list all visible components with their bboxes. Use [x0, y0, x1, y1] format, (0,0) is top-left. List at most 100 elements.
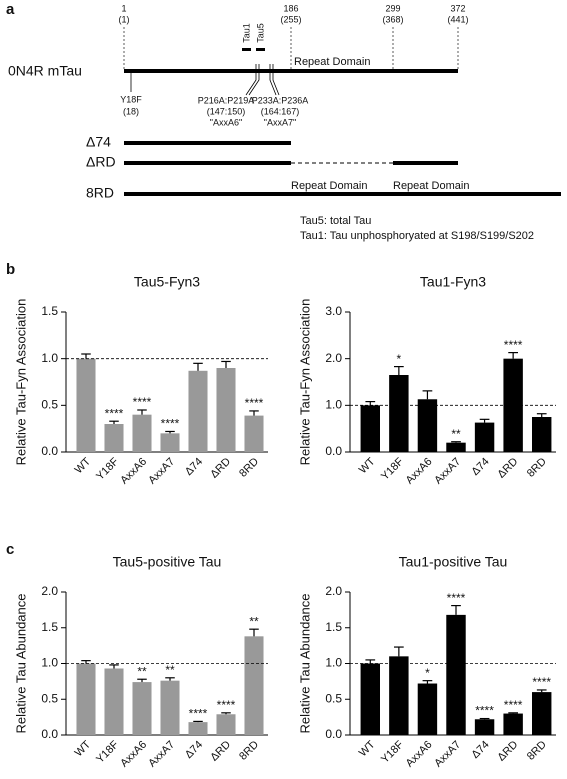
y-tick-label: 1.5 [325, 620, 342, 634]
x-tick-label: WT [73, 738, 94, 759]
significance-label: ** [137, 664, 147, 678]
epitope-bar [242, 48, 251, 51]
position-label: (255) [280, 14, 301, 24]
mutation-label: "AxxA6" [210, 117, 242, 127]
bar [417, 683, 438, 735]
position-label: (1) [119, 14, 130, 24]
significance-label: **** [217, 698, 236, 712]
bar [474, 719, 495, 735]
chart-title: Tau1-positive Tau [399, 554, 508, 570]
error-bar [81, 353, 91, 359]
bar [160, 680, 180, 735]
error-bar [165, 677, 175, 681]
y-tick-label: 2.0 [41, 584, 58, 598]
mutation-label: (18) [123, 106, 139, 116]
y-tick-label: 2.0 [325, 351, 342, 365]
error-bar [422, 390, 433, 400]
mutation-label: P233A:P236A [252, 95, 309, 105]
bar [417, 399, 438, 452]
chart-title: Tau5-Fyn3 [134, 274, 200, 290]
error-bar [193, 720, 203, 723]
error-bar [365, 401, 376, 406]
bar [532, 692, 552, 735]
chart-title: Tau1-Fyn3 [420, 274, 486, 290]
construct-label: 8RD [86, 185, 114, 201]
y-tick-label: 1.0 [41, 351, 58, 365]
y-tick-label: 0.0 [41, 444, 58, 458]
x-tick-label: Y18F [94, 738, 121, 765]
x-tick-label: AxxA6 [118, 456, 149, 487]
significance-label: **** [161, 417, 180, 431]
y-tick-label: 2.0 [325, 584, 342, 598]
panel-label: b [6, 261, 15, 278]
significance-label: **** [189, 707, 208, 721]
error-bar [508, 352, 518, 359]
error-bar [249, 628, 259, 637]
y-axis-label: Relative Tau Abundance [297, 594, 312, 734]
x-tick-label: WT [357, 455, 378, 476]
error-bar [109, 420, 119, 424]
chart-title: Tau5-positive Tau [113, 554, 222, 570]
y-tick-label: 1.5 [41, 620, 58, 634]
error-bar [165, 430, 175, 434]
y-tick-label: 0.5 [325, 691, 342, 705]
significance-label: **** [532, 675, 551, 689]
epitope-bar [256, 48, 265, 51]
x-tick-label: AxxA6 [404, 456, 435, 487]
bar [244, 415, 264, 452]
x-tick-label: ΔRD [208, 456, 233, 481]
bar [244, 636, 264, 735]
x-tick-label: 8RD [237, 739, 261, 763]
position-label: 299 [385, 3, 400, 13]
bar [446, 614, 466, 735]
mutation-label: (147:150) [207, 106, 246, 116]
x-tick-label: WT [73, 455, 94, 476]
domain-label: Repeat Domain [294, 56, 370, 68]
position-label: 1 [121, 3, 126, 13]
y-tick-label: 0.0 [41, 727, 58, 741]
error-bar [508, 712, 518, 714]
y-tick-label: 1.0 [325, 398, 342, 412]
y-tick-label: 0.5 [41, 398, 58, 412]
bar [446, 442, 466, 452]
bar [360, 663, 380, 735]
y-tick-label: 1.5 [41, 304, 58, 318]
y-tick-label: 1.0 [41, 656, 58, 670]
significance-label: ** [249, 614, 259, 628]
error-bar [221, 712, 231, 715]
bar [104, 668, 124, 735]
error-bar [394, 646, 404, 657]
bar [188, 722, 208, 735]
significance-label: **** [504, 338, 523, 352]
bar [503, 713, 523, 735]
x-tick-label: Y18F [94, 455, 121, 482]
panel-a: a 1 (1) 186 (255) 299 (368) 372 (441) Ta… [6, 1, 561, 242]
bar [188, 370, 208, 452]
panel-label: a [6, 1, 15, 18]
x-tick-label: Y18F [379, 455, 406, 482]
error-bar [536, 413, 547, 417]
legend-text: Tau1: Tau unphosphoryated at S198/S199/S… [300, 230, 534, 242]
y-axis-label: Relative Tau Abundance [13, 594, 28, 734]
x-tick-label: Y18F [379, 738, 406, 765]
position-guides [123, 27, 459, 70]
error-bar [109, 664, 119, 669]
x-tick-label: ΔRD [495, 739, 520, 764]
position-label: 186 [283, 3, 298, 13]
x-tick-label: AxxA7 [432, 739, 463, 770]
error-bar [451, 604, 461, 615]
construct-label: 0N4R mTau [8, 63, 82, 79]
error-bar [193, 362, 203, 371]
error-bar [479, 717, 490, 720]
bar [216, 714, 236, 735]
mutation-label: Y18F [120, 94, 142, 104]
significance-label: ** [451, 427, 461, 441]
error-bar [479, 418, 490, 423]
x-tick-label: 8RD [525, 739, 549, 763]
y-axis-label: Relative Tau-Fyn Association [297, 299, 312, 466]
bar [76, 663, 96, 735]
position-label: (441) [447, 14, 468, 24]
significance-label: * [397, 352, 402, 366]
